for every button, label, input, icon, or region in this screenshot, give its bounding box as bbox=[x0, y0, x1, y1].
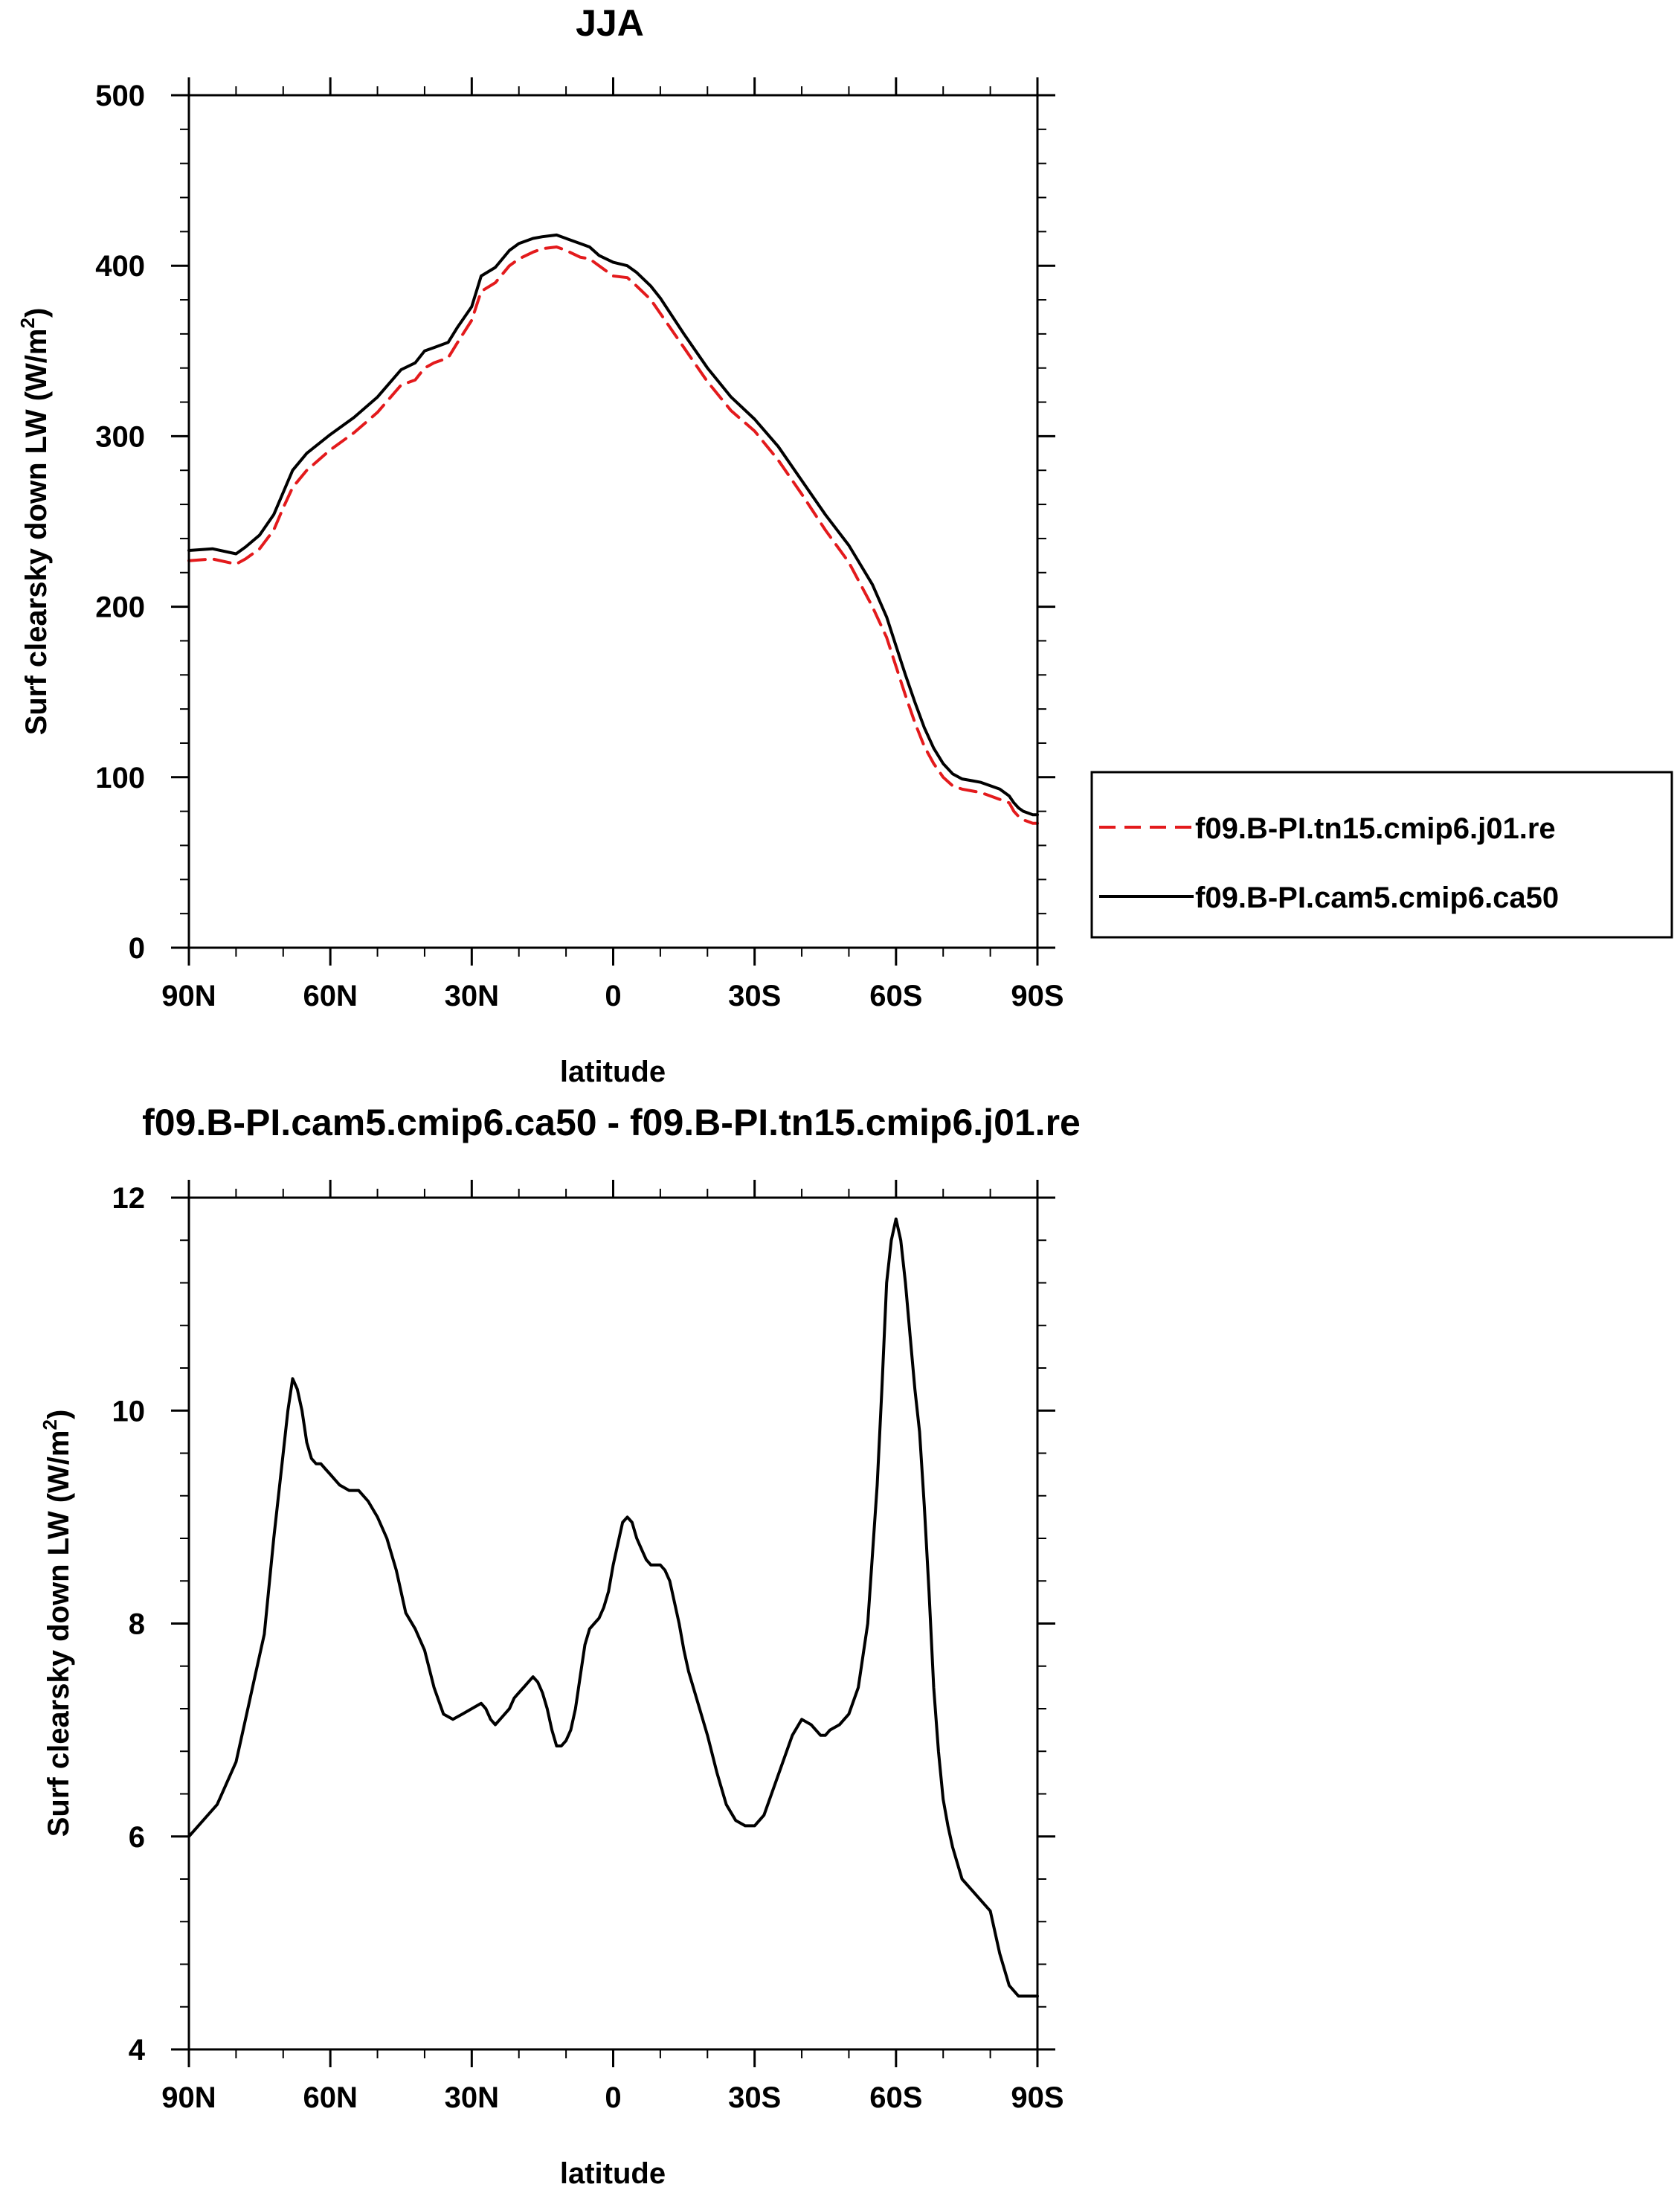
bottom-x-tick-label: 90N bbox=[161, 2081, 216, 2114]
top-x-tick-labels: 90N 60N 30N 0 30S 60S 90S bbox=[161, 980, 1063, 1012]
bottom-x-tick-labels: 90N 60N 30N 0 30S 60S 90S bbox=[161, 2081, 1063, 2114]
bottom-chart: f09.B-PI.cam5.cmip6.ca50 - f09.B-PI.tn15… bbox=[39, 1102, 1081, 2190]
top-series-line-1 bbox=[187, 233, 1039, 817]
bottom-chart-title: f09.B-PI.cam5.cmip6.ca50 - f09.B-PI.tn15… bbox=[142, 1102, 1081, 1143]
bottom-x-tick-label: 60N bbox=[303, 2081, 357, 2114]
bottom-y-tick-labels: 4 6 8 10 12 bbox=[112, 1182, 146, 2067]
top-plot-frame bbox=[187, 94, 1039, 949]
bottom-y-tick-label: 4 bbox=[129, 2034, 146, 2067]
bottom-y-tick-label: 8 bbox=[129, 1608, 145, 1641]
top-y-axis-label: Surf clearsky down LW (W/m2) bbox=[16, 308, 53, 736]
top-y-tick-labels: 0 100 200 300 400 500 bbox=[95, 80, 145, 965]
top-x-tick-label: 90N bbox=[161, 980, 216, 1012]
legend-label-tn15: f09.B-PI.tn15.cmip6.j01.re bbox=[1195, 812, 1556, 845]
legend-label-ca50: f09.B-PI.cam5.cmip6.ca50 bbox=[1195, 882, 1559, 914]
top-y-tick-label: 400 bbox=[95, 250, 145, 283]
bottom-y-tick-label: 12 bbox=[112, 1182, 146, 1215]
top-y-tick-label: 0 bbox=[129, 932, 145, 965]
bottom-x-tick-label: 90S bbox=[1011, 2081, 1063, 2114]
top-x-axis-label: latitude bbox=[560, 1056, 666, 1088]
top-x-tick-label: 0 bbox=[605, 980, 621, 1012]
top-x-tick-label: 30S bbox=[728, 980, 781, 1012]
bottom-x-tick-label: 0 bbox=[605, 2081, 621, 2114]
top-y-tick-label: 100 bbox=[95, 762, 145, 794]
legend: f09.B-PI.tn15.cmip6.j01.re f09.B-PI.cam5… bbox=[1090, 771, 1673, 939]
top-chart: JJA 0 100 200 300 400 500 90N 60N 30N 0 30S 60S 90S… bbox=[16, 2, 1673, 1088]
bottom-x-tick-label: 30S bbox=[728, 2081, 781, 2114]
bottom-ticks bbox=[171, 1180, 1055, 2067]
top-y-tick-label: 200 bbox=[95, 591, 145, 624]
top-x-tick-label: 60N bbox=[303, 980, 357, 1012]
legend-box bbox=[1090, 771, 1673, 939]
top-y-tick-label: 500 bbox=[95, 80, 145, 112]
bottom-plot-frame bbox=[187, 1196, 1039, 2051]
top-x-tick-label: 90S bbox=[1011, 980, 1063, 1012]
bottom-y-tick-label: 10 bbox=[112, 1395, 146, 1428]
top-x-tick-label: 30N bbox=[445, 980, 499, 1012]
top-series bbox=[187, 233, 1039, 825]
top-ticks bbox=[171, 77, 1055, 966]
bottom-series bbox=[187, 1217, 1039, 1998]
top-y-tick-label: 300 bbox=[95, 420, 145, 453]
bottom-y-tick-label: 6 bbox=[129, 1821, 145, 1854]
top-chart-title: JJA bbox=[576, 2, 644, 44]
top-x-tick-label: 60S bbox=[869, 980, 922, 1012]
bottom-y-axis-label: Surf clearsky down LW (W/m2) bbox=[39, 1410, 75, 1837]
bottom-series-line-0 bbox=[187, 1217, 1039, 1998]
bottom-x-axis-label: latitude bbox=[560, 2157, 666, 2190]
bottom-x-tick-label: 60S bbox=[869, 2081, 922, 2114]
bottom-x-tick-label: 30N bbox=[445, 2081, 499, 2114]
top-series-line-0 bbox=[187, 245, 1039, 825]
